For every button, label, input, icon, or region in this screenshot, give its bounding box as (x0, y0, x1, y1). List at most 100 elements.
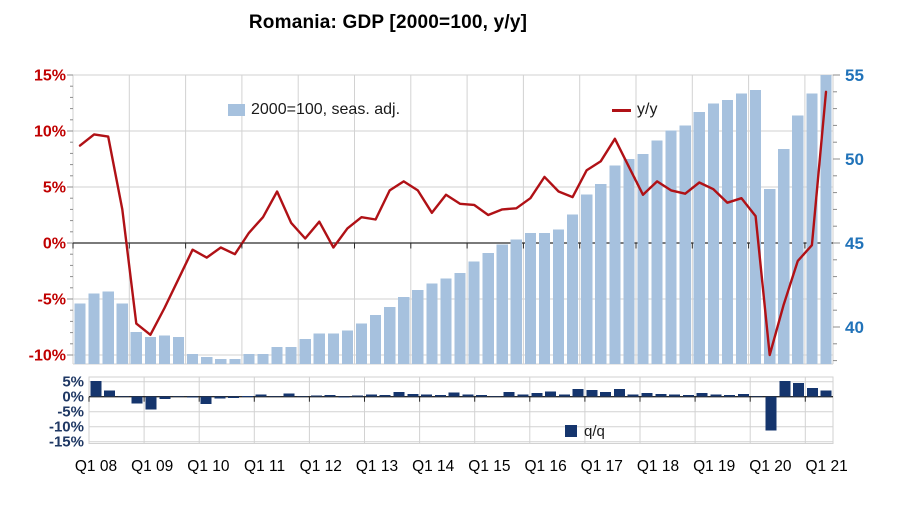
qq-bar (310, 395, 322, 397)
left-axis-tick-label: -5% (38, 292, 66, 309)
qq-legend: q/q (565, 423, 605, 440)
gdp-index-bar (243, 353, 255, 364)
gdp-index-bar (355, 323, 368, 364)
qq-bar (173, 395, 185, 397)
gdp-index-bar (764, 189, 776, 364)
index-series-label: 2000=100, seas. adj. (251, 101, 401, 118)
qq-bar (365, 394, 377, 397)
qq-bar (476, 395, 488, 397)
gdp-index-bar (778, 148, 790, 364)
gdp-index-bar (806, 93, 818, 364)
gdp-index-bar (468, 261, 480, 364)
x-axis-label: Q1 16 (524, 458, 566, 475)
qq-bar (90, 381, 102, 397)
qq-bar (352, 395, 364, 397)
x-axis-label: Q1 18 (637, 458, 679, 475)
gdp-index-bar (257, 353, 269, 364)
gdp-index-bar (271, 347, 283, 364)
gdp-index-bar (609, 165, 621, 364)
gdp-index-bar (369, 315, 382, 364)
qq-bar (462, 394, 474, 397)
gdp-index-bar (581, 194, 593, 364)
gdp-index-bar (538, 232, 551, 364)
gdp-index-bar (637, 153, 649, 364)
gdp-index-bar (496, 244, 508, 364)
gdp-index-bar (341, 330, 354, 364)
gdp-index-bar (229, 358, 241, 364)
qq-bar (779, 381, 791, 397)
gdp-index-bar (679, 125, 691, 365)
gdp-index-bar (74, 303, 86, 364)
x-axis-label: Q1 10 (187, 458, 230, 475)
gdp-index-bar (454, 273, 466, 364)
qq-bar (338, 396, 350, 398)
qq-bar (545, 391, 557, 397)
gdp-index-bar (665, 130, 677, 364)
qq-bar (117, 395, 129, 397)
qq-bar (241, 396, 253, 397)
gdp-index-bar (412, 290, 424, 364)
qq-bar (200, 396, 212, 405)
qq-bar (393, 392, 405, 397)
qq-bar (531, 392, 543, 397)
left-axis-tick-label: 5% (43, 180, 66, 197)
gdp-index-bar (215, 358, 227, 364)
qq-bar (655, 394, 667, 397)
gdp-index-bar (510, 239, 522, 364)
gdp-index-bar (707, 103, 719, 364)
x-axis-label: Q1 14 (412, 458, 455, 475)
right-axis-tick-label: 55 (845, 66, 864, 85)
gdp-index-bar (187, 353, 199, 364)
qq-bar (737, 394, 749, 397)
qq-panel-border (88, 376, 834, 444)
x-axis-label: Q1 17 (581, 458, 623, 475)
qq-bar (324, 394, 336, 397)
qq-bar (104, 390, 116, 397)
qq-bar (793, 382, 805, 397)
x-axis-label: Q1 21 (805, 458, 847, 475)
gdp-index-bar (144, 337, 157, 364)
gdp-index-bar (327, 333, 339, 364)
gdp-index-bar (820, 75, 832, 364)
gdp-index-bar (524, 232, 537, 364)
qq-bar (489, 396, 501, 398)
qq-bar (283, 393, 295, 397)
lower-axis-tick-label: -5% (57, 404, 84, 421)
qq-bar (586, 390, 598, 397)
qq-bar (627, 394, 639, 397)
gdp-index-bar (735, 93, 748, 364)
gdp-index-bar (313, 333, 325, 364)
right-axis-tick-label: 40 (845, 318, 864, 337)
gdp-index-bar (721, 100, 734, 364)
x-axis-label: Q1 20 (749, 458, 792, 475)
gdp-index-bar (595, 184, 607, 364)
x-axis-label: Q1 11 (244, 458, 285, 475)
qq-bar (131, 396, 143, 404)
left-axis-tick-label: -10% (29, 348, 66, 365)
yy-line (78, 90, 828, 357)
qq-bar (379, 394, 391, 397)
qq-bar (448, 392, 460, 397)
gdp-index-bar (384, 306, 396, 364)
yy-line-swatch (612, 108, 632, 112)
qq-bar (186, 396, 198, 398)
qq-bar (572, 388, 584, 397)
lower-axis-tick-label: 5% (62, 374, 84, 391)
gdp-index-bar (623, 159, 635, 364)
qq-bar (517, 394, 529, 397)
gdp-index-bar (201, 357, 213, 364)
qq-bar (228, 396, 240, 398)
gdp-index-bar (693, 111, 705, 365)
qq-bar (421, 394, 433, 397)
qq-bar (503, 391, 515, 397)
qq-bar (724, 395, 736, 397)
qq-bar (269, 396, 281, 398)
qq-bar (558, 394, 570, 397)
gdp-index-bar (130, 332, 142, 364)
qq-bar (710, 394, 722, 397)
x-axis-label: Q1 08 (75, 458, 117, 475)
qq-bar (297, 396, 309, 398)
qq-bar (696, 392, 708, 397)
left-axis-tick-label: 10% (34, 124, 66, 141)
